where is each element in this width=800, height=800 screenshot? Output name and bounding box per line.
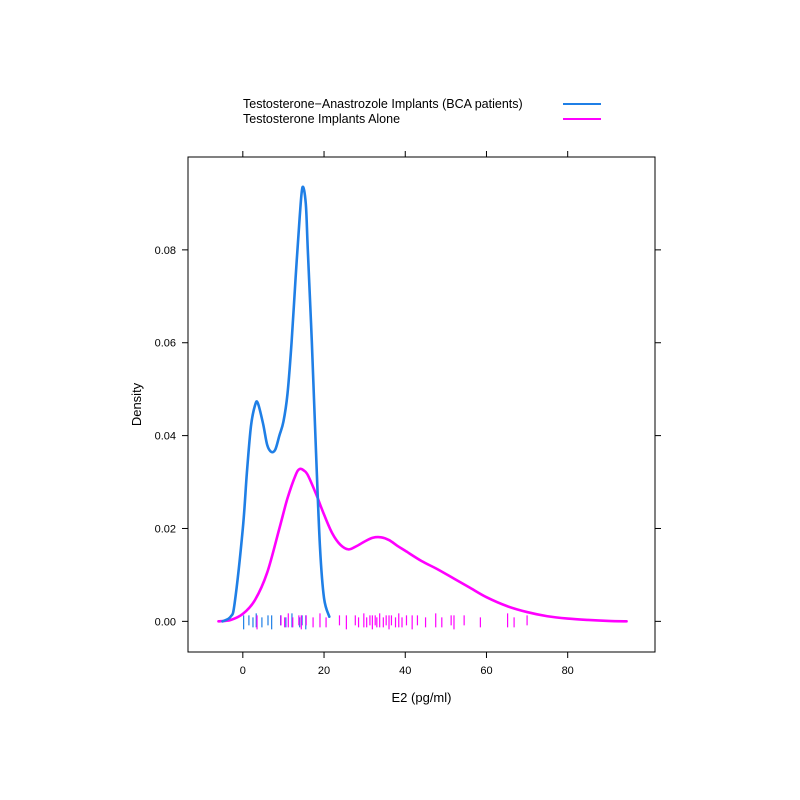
- legend-label-series-1: Testosterone Implants Alone: [243, 112, 400, 126]
- legend: Testosterone−Anastrozole Implants (BCA p…: [243, 97, 601, 126]
- y-tick-label: 0.00: [155, 616, 176, 628]
- y-tick-label: 0.06: [155, 338, 176, 350]
- density-line-series-0: [221, 185, 331, 623]
- density-curves: [217, 185, 628, 623]
- x-tick-label: 20: [318, 665, 330, 677]
- plot-frame: [187, 156, 656, 653]
- legend-label-series-0: Testosterone−Anastrozole Implants (BCA p…: [243, 97, 523, 111]
- x-tick-label: 40: [399, 665, 411, 677]
- x-tick-label: 80: [562, 665, 574, 677]
- rug-marks: [243, 613, 528, 630]
- x-tick-label: 60: [480, 665, 492, 677]
- density-line-series-1: [217, 467, 628, 623]
- x-axis-label: E2 (pg/ml): [392, 690, 452, 705]
- y-tick-label: 0.04: [155, 431, 176, 443]
- y-tick-label: 0.08: [155, 245, 176, 257]
- y-axis-label: Density: [129, 382, 144, 426]
- axes: 0 20 40 60 80 0.00 0.02 0.04 0.06 0.08 E2 (pg/ml) D…: [129, 151, 661, 705]
- y-tick-label: 0.02: [155, 523, 176, 535]
- x-tick-label: 0: [240, 665, 246, 677]
